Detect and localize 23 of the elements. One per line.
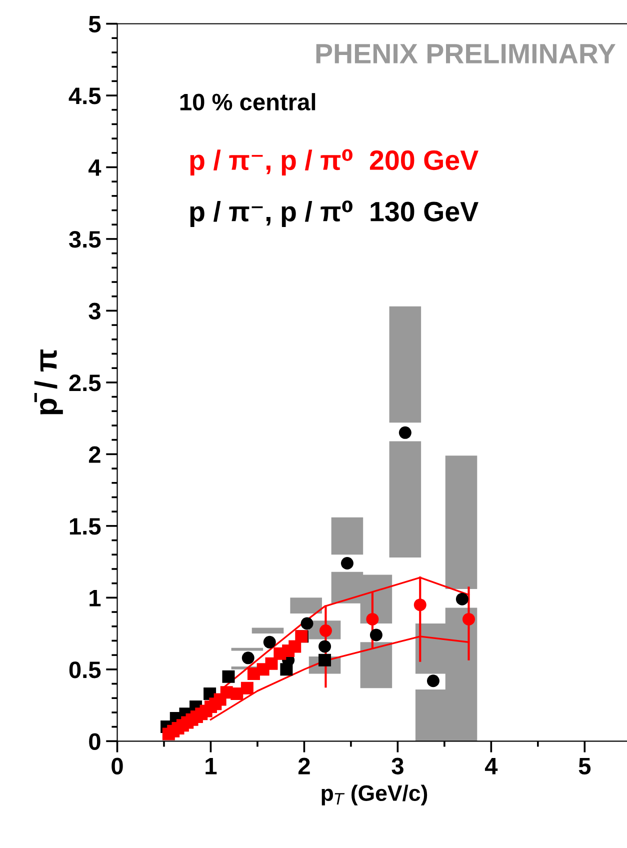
x-tick-label: 0 <box>112 758 123 774</box>
annotation: 10 % central <box>180 93 316 110</box>
y-tick-label: 0 <box>89 733 100 750</box>
annotation: PHENIX PRELIMINARY <box>316 44 616 64</box>
y-tick-label: 5 <box>88 16 101 33</box>
y-axis-title: p̄ / π <box>34 350 63 414</box>
x-tick-label: 4 <box>484 758 498 774</box>
x-tick-label: 5 <box>578 758 591 774</box>
x-tick-label: 3 <box>392 758 404 774</box>
y-tick-label: 0.5 <box>69 661 101 678</box>
y-tick-label: 2 <box>88 446 100 463</box>
y-tick-label: 3.5 <box>69 231 101 248</box>
y-tick-label: 4 <box>88 160 102 176</box>
y-tick-label: 3 <box>88 302 100 320</box>
x-tick-label: 1 <box>206 758 217 774</box>
y-tick-label: 1 <box>90 590 101 606</box>
y-tick-label: 1.5 <box>70 518 101 535</box>
text: p / π⁻, p / π⁰ 200 GeV <box>190 149 478 176</box>
y-tick-label: 2.5 <box>69 374 101 392</box>
text: p / π⁻, p / π⁰ 130 GeV <box>190 200 478 227</box>
x-axis-title: p$_{T}$ (GeV/c) <box>322 784 428 806</box>
x-tick-label: 2 <box>298 758 310 774</box>
y-tick-label: 4.5 <box>68 88 101 104</box>
